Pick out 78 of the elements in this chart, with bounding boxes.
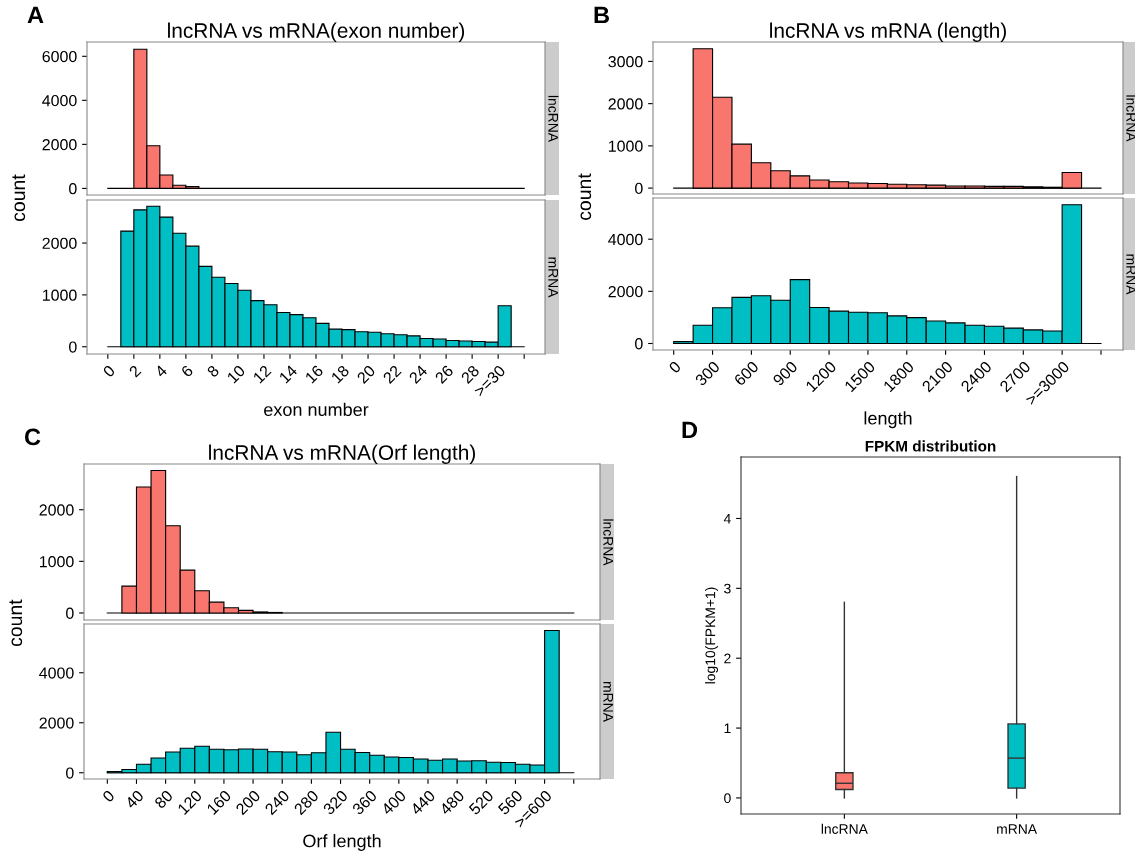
x-tick-label: 0: [101, 789, 116, 803]
x-tick-label: 26: [434, 364, 454, 385]
y-tick-label: 3000: [608, 56, 643, 68]
y-tick-label: 1000: [608, 140, 643, 152]
y-tick-label: 0: [66, 607, 74, 619]
x-tick-label: 24: [408, 364, 428, 384]
x-tick-label: 10: [226, 364, 246, 384]
x-tick-label: 600: [733, 360, 760, 387]
y-tick-label: 4000: [39, 667, 74, 679]
x-tick-label: 22: [382, 364, 402, 384]
x-tick-label: 12: [252, 364, 272, 384]
x-tick-label: 14: [278, 364, 298, 384]
x-tick-label: mRNA: [997, 824, 1038, 834]
text: A: [27, 6, 44, 24]
y-tick-label: 1000: [42, 289, 77, 301]
x-tick-label: 4: [154, 364, 168, 378]
chart-title: FPKM distribution: [865, 440, 996, 452]
x-axis-title: Orf length: [303, 834, 381, 851]
y-tick-label: 2000: [39, 504, 74, 516]
text: B: [594, 6, 609, 24]
x-tick-label: 16: [304, 364, 324, 384]
y-tick-label: 2000: [608, 98, 643, 110]
chart-title: lncRNA vs mRNA(Orf length): [209, 444, 475, 464]
x-tick-label: 900: [772, 360, 799, 387]
x-tick-label: 120: [177, 789, 203, 815]
y-tick-label: 4: [723, 513, 731, 524]
y-axis-title: count: [578, 173, 592, 220]
x-tick-label: 240: [264, 789, 291, 816]
y-tick-label: 2000: [42, 237, 77, 249]
y-tick-label: 1: [724, 723, 731, 734]
x-tick-label: 40: [124, 789, 145, 810]
y-tick-label: 0: [635, 182, 643, 195]
y-tick-label: 4000: [42, 94, 77, 107]
x-axis-title: length: [864, 411, 912, 429]
x-tick-label: 440: [409, 789, 436, 816]
y-axis-title: log10(FPKM+1): [705, 587, 718, 684]
x-tick-label: 360: [351, 789, 378, 816]
y-axis-title: count: [9, 599, 23, 647]
y-tick-label: 0: [69, 341, 77, 353]
y-tick-label: 0: [69, 183, 77, 195]
x-tick-label: 280: [293, 789, 320, 816]
y-tick-label: 3: [724, 583, 731, 594]
x-tick-label: 0: [668, 360, 682, 374]
x-tick-label: 480: [438, 789, 466, 816]
x-tick-label: 520: [468, 789, 495, 816]
x-tick-label: 320: [322, 789, 349, 816]
text: mRNA: [603, 681, 613, 722]
text: mRNA: [548, 257, 558, 298]
y-tick-label: 4000: [608, 233, 643, 246]
chart-title: lncRNA vs mRNA (length): [770, 22, 1006, 42]
text: lncRNA: [603, 519, 614, 566]
x-tick-label: lncRNA: [821, 823, 868, 834]
x-axis-title: exon number: [264, 402, 369, 417]
x-tick-label: 8: [206, 364, 220, 378]
x-tick-label: 160: [206, 789, 232, 815]
chart-title: lncRNA vs mRNA(exon number): [168, 22, 465, 42]
x-tick-label: 400: [380, 789, 407, 816]
x-tick-label: 0: [102, 364, 116, 378]
y-tick-label: 0: [635, 338, 643, 350]
x-tick-label: 80: [153, 789, 174, 810]
text: D: [682, 421, 698, 439]
x-tick-label: 20: [356, 364, 376, 385]
y-tick-label: 2000: [42, 139, 77, 151]
text: lncRNA: [548, 95, 559, 143]
y-tick-label: 2000: [39, 717, 74, 729]
x-tick-label: 6: [180, 364, 194, 378]
x-tick-label: 18: [330, 364, 350, 384]
text: mRNA: [1126, 254, 1135, 295]
y-tick-label: 0: [66, 767, 74, 779]
y-axis-title: count: [12, 174, 26, 222]
text: C: [24, 428, 41, 446]
x-tick-label: 2: [128, 364, 142, 378]
x-tick-label: 200: [235, 789, 261, 816]
y-tick-label: 1000: [39, 555, 74, 568]
y-tick-label: 2: [724, 653, 731, 664]
x-tick-label: 300: [694, 360, 721, 387]
y-tick-label: 2000: [608, 285, 643, 298]
y-tick-label: 6000: [42, 50, 77, 63]
